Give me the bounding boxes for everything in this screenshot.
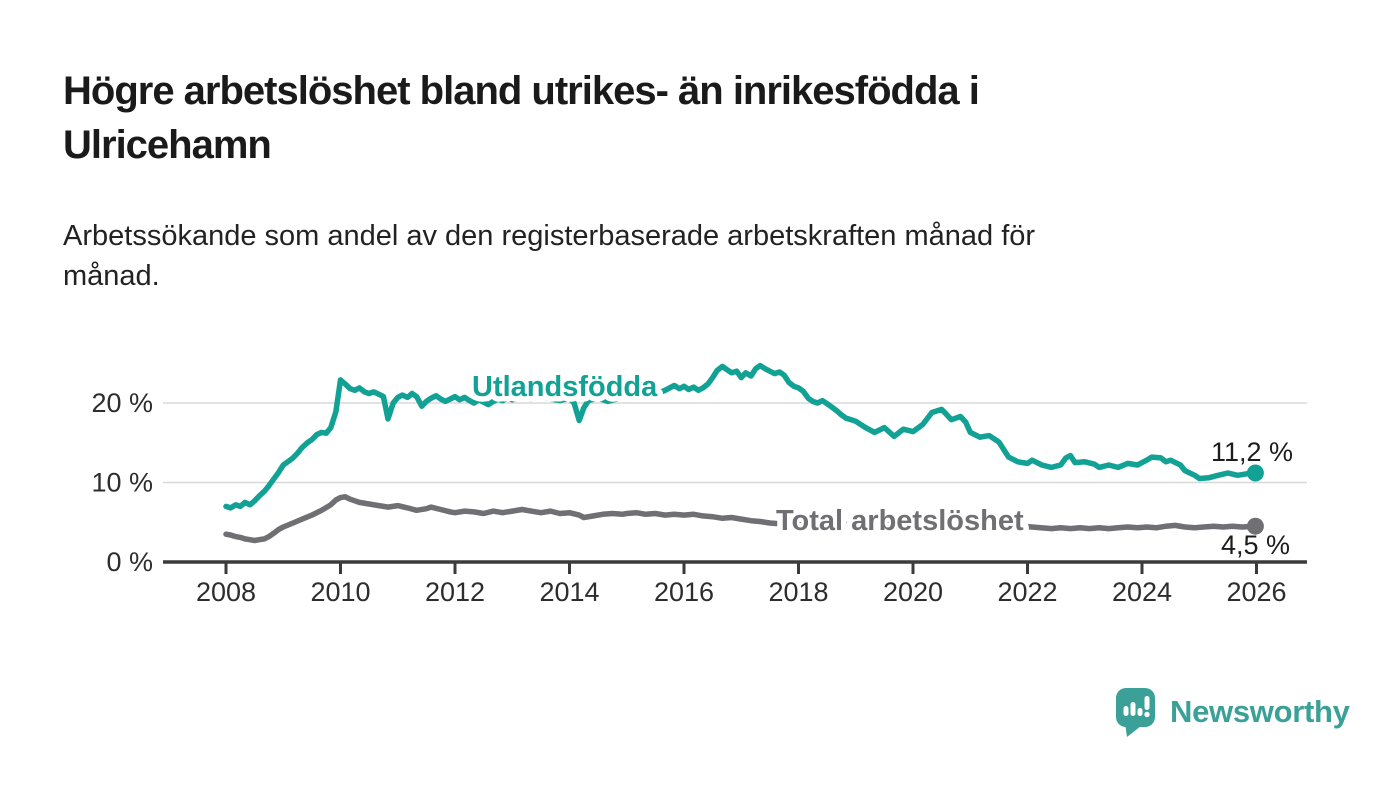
y-tick-label-20: 20 % xyxy=(91,388,153,418)
y-tick-label-10: 10 % xyxy=(91,468,153,498)
gridlines xyxy=(163,402,1307,564)
x-tick-label-2008: 2008 xyxy=(196,577,256,607)
x-tick-label-2012: 2012 xyxy=(425,577,485,607)
end-value-label-total-arbetsloshet: 4,5 % xyxy=(1221,530,1290,560)
x-axis-tick-labels: 2008 2010 2012 2014 2016 2018 2020 2022 2024 2026 xyxy=(196,563,1287,607)
logo-exclamation-dot xyxy=(1144,711,1150,718)
series-lines xyxy=(223,362,1259,544)
chart-subtitle-line-1: Arbetssökande som andel av den registerb… xyxy=(63,220,1036,252)
logo-bar-2 xyxy=(1130,702,1136,716)
branding-footer: Newsworthy xyxy=(1115,686,1355,738)
logo-bubble-tail xyxy=(1125,723,1141,737)
x-tick-label-2016: 2016 xyxy=(654,577,714,607)
brand-name: Newsworthy xyxy=(1170,694,1350,729)
chart-subtitle: Arbetssökande som andel av den registerb… xyxy=(63,216,1283,296)
logo-bar-1 xyxy=(1123,706,1129,716)
series-end-dot-utlandsfodda xyxy=(1246,464,1264,482)
series-end-dots xyxy=(1246,464,1264,535)
x-tick-label-2014: 2014 xyxy=(539,577,599,607)
end-value-label-utlandsfodda: 11,2 % xyxy=(1211,437,1293,467)
x-tick-label-2010: 2010 xyxy=(310,577,370,607)
page-title: Högre arbetslöshet bland utrikes- än inr… xyxy=(63,64,1213,172)
x-tick-label-2024: 2024 xyxy=(1112,577,1172,607)
x-tick-label-2018: 2018 xyxy=(768,577,828,607)
logo-bar-3 xyxy=(1137,708,1143,716)
series-line-total-arbetsloshet xyxy=(223,494,1259,544)
chart-subtitle-line-2: månad. xyxy=(63,260,160,292)
y-axis-tick-labels: 0 % 10 % 20 % xyxy=(91,388,153,577)
x-tick-label-2020: 2020 xyxy=(883,577,943,607)
x-tick-label-2022: 2022 xyxy=(997,577,1057,607)
x-tick-label-2026: 2026 xyxy=(1226,577,1286,607)
series-end-dot-total-arbetsloshet xyxy=(1246,517,1264,535)
series-label-total-arbetsloshet: Total arbetslöshet xyxy=(776,505,1024,537)
newsworthy-logo-icon xyxy=(1116,688,1155,737)
logo-exclamation-bar xyxy=(1144,696,1150,710)
series-line-utlandsfodda xyxy=(223,362,1259,511)
page-title-line-2: Ulricehamn xyxy=(63,123,272,167)
y-tick-label-0: 0 % xyxy=(106,547,153,577)
page-title-line-1: Högre arbetslöshet bland utrikes- än inr… xyxy=(63,69,980,113)
series-label-utlandsfodda: Utlandsfödda xyxy=(472,371,658,403)
